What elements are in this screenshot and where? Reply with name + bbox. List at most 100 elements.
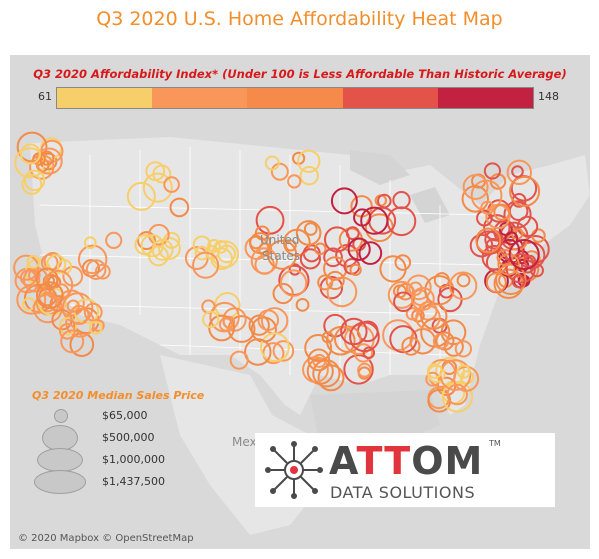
city-marker[interactable] bbox=[13, 254, 40, 281]
city-marker[interactable] bbox=[169, 197, 190, 218]
map-area[interactable]: Q3 2020 Affordability Index* (Under 100 … bbox=[10, 55, 590, 549]
city-marker[interactable] bbox=[358, 241, 383, 265]
city-marker[interactable] bbox=[303, 222, 318, 236]
city-marker[interactable] bbox=[323, 247, 343, 268]
city-marker[interactable] bbox=[14, 267, 41, 294]
city-marker[interactable] bbox=[330, 187, 358, 215]
city-marker[interactable] bbox=[248, 314, 270, 336]
city-marker[interactable] bbox=[61, 292, 94, 324]
city-marker[interactable] bbox=[425, 371, 441, 387]
city-marker[interactable] bbox=[229, 350, 249, 370]
city-marker[interactable] bbox=[272, 340, 295, 362]
city-marker[interactable] bbox=[36, 281, 64, 310]
city-marker[interactable] bbox=[19, 143, 41, 165]
city-marker[interactable] bbox=[244, 338, 272, 366]
city-marker[interactable] bbox=[58, 316, 78, 336]
city-marker[interactable] bbox=[312, 359, 341, 388]
city-marker[interactable] bbox=[158, 237, 181, 260]
city-marker[interactable] bbox=[21, 173, 43, 195]
city-marker[interactable] bbox=[511, 165, 524, 178]
city-marker[interactable] bbox=[475, 227, 502, 254]
city-marker[interactable] bbox=[284, 239, 297, 252]
city-marker[interactable] bbox=[485, 238, 502, 254]
city-marker[interactable] bbox=[340, 317, 368, 346]
city-marker[interactable] bbox=[88, 320, 103, 335]
city-marker[interactable] bbox=[317, 364, 345, 392]
city-marker[interactable] bbox=[509, 175, 541, 207]
city-marker[interactable] bbox=[493, 268, 524, 299]
city-marker[interactable] bbox=[481, 244, 508, 271]
city-marker[interactable] bbox=[126, 181, 156, 211]
city-marker[interactable] bbox=[94, 263, 111, 280]
city-marker[interactable] bbox=[137, 231, 156, 251]
city-marker[interactable] bbox=[299, 248, 321, 270]
city-marker[interactable] bbox=[483, 162, 501, 180]
city-marker[interactable] bbox=[39, 150, 55, 166]
city-marker[interactable] bbox=[313, 242, 327, 256]
city-marker[interactable] bbox=[379, 255, 407, 283]
city-marker[interactable] bbox=[33, 293, 63, 324]
city-marker[interactable] bbox=[218, 317, 234, 332]
city-marker[interactable] bbox=[279, 269, 308, 297]
city-marker[interactable] bbox=[288, 263, 302, 276]
city-marker[interactable] bbox=[325, 270, 345, 291]
city-marker[interactable] bbox=[343, 354, 374, 385]
city-marker[interactable] bbox=[260, 332, 290, 363]
city-marker[interactable] bbox=[493, 203, 511, 221]
city-marker[interactable] bbox=[92, 319, 105, 332]
city-marker[interactable] bbox=[462, 174, 489, 200]
city-marker[interactable] bbox=[163, 176, 180, 193]
city-marker[interactable] bbox=[392, 190, 411, 210]
city-marker[interactable] bbox=[503, 200, 532, 229]
city-marker[interactable] bbox=[295, 297, 310, 312]
city-marker[interactable] bbox=[202, 310, 220, 329]
city-marker[interactable] bbox=[448, 271, 478, 301]
city-marker[interactable] bbox=[511, 274, 526, 289]
city-marker[interactable] bbox=[334, 325, 362, 353]
city-marker[interactable] bbox=[267, 239, 298, 270]
city-marker[interactable] bbox=[433, 272, 450, 289]
city-marker[interactable] bbox=[505, 253, 536, 284]
city-marker[interactable] bbox=[456, 364, 471, 379]
city-marker[interactable] bbox=[287, 174, 302, 189]
city-marker[interactable] bbox=[394, 254, 412, 271]
city-marker[interactable] bbox=[441, 381, 474, 413]
city-marker[interactable] bbox=[401, 336, 421, 356]
city-marker[interactable] bbox=[506, 159, 532, 186]
city-marker[interactable] bbox=[152, 164, 172, 184]
city-marker[interactable] bbox=[446, 383, 468, 406]
city-marker[interactable] bbox=[392, 284, 407, 299]
city-marker[interactable] bbox=[357, 362, 372, 378]
city-marker[interactable] bbox=[516, 215, 539, 238]
city-marker[interactable] bbox=[208, 314, 235, 342]
city-marker[interactable] bbox=[360, 206, 389, 235]
city-marker[interactable] bbox=[19, 269, 37, 287]
city-marker[interactable] bbox=[297, 149, 321, 173]
city-marker[interactable] bbox=[325, 325, 356, 356]
city-marker[interactable] bbox=[207, 238, 221, 253]
city-marker[interactable] bbox=[480, 200, 495, 215]
city-marker[interactable] bbox=[192, 251, 220, 279]
city-marker[interactable] bbox=[83, 236, 97, 250]
city-marker[interactable] bbox=[530, 263, 544, 278]
city-marker[interactable] bbox=[270, 162, 289, 181]
city-marker[interactable] bbox=[16, 284, 47, 315]
city-marker[interactable] bbox=[140, 233, 164, 258]
city-marker[interactable] bbox=[496, 249, 514, 267]
city-marker[interactable] bbox=[323, 256, 348, 281]
city-marker[interactable] bbox=[456, 273, 471, 288]
city-marker[interactable] bbox=[405, 307, 420, 321]
city-marker[interactable] bbox=[396, 282, 415, 301]
city-marker[interactable] bbox=[255, 205, 285, 235]
city-marker[interactable] bbox=[498, 222, 513, 237]
city-marker[interactable] bbox=[508, 238, 540, 271]
city-marker[interactable] bbox=[134, 234, 156, 256]
city-marker[interactable] bbox=[432, 333, 450, 350]
city-marker[interactable] bbox=[250, 247, 278, 275]
city-marker[interactable] bbox=[304, 334, 333, 362]
city-marker[interactable] bbox=[142, 172, 173, 203]
city-marker[interactable] bbox=[323, 226, 351, 253]
city-marker[interactable] bbox=[410, 287, 435, 311]
city-marker[interactable] bbox=[26, 255, 41, 269]
city-marker[interactable] bbox=[77, 244, 108, 275]
